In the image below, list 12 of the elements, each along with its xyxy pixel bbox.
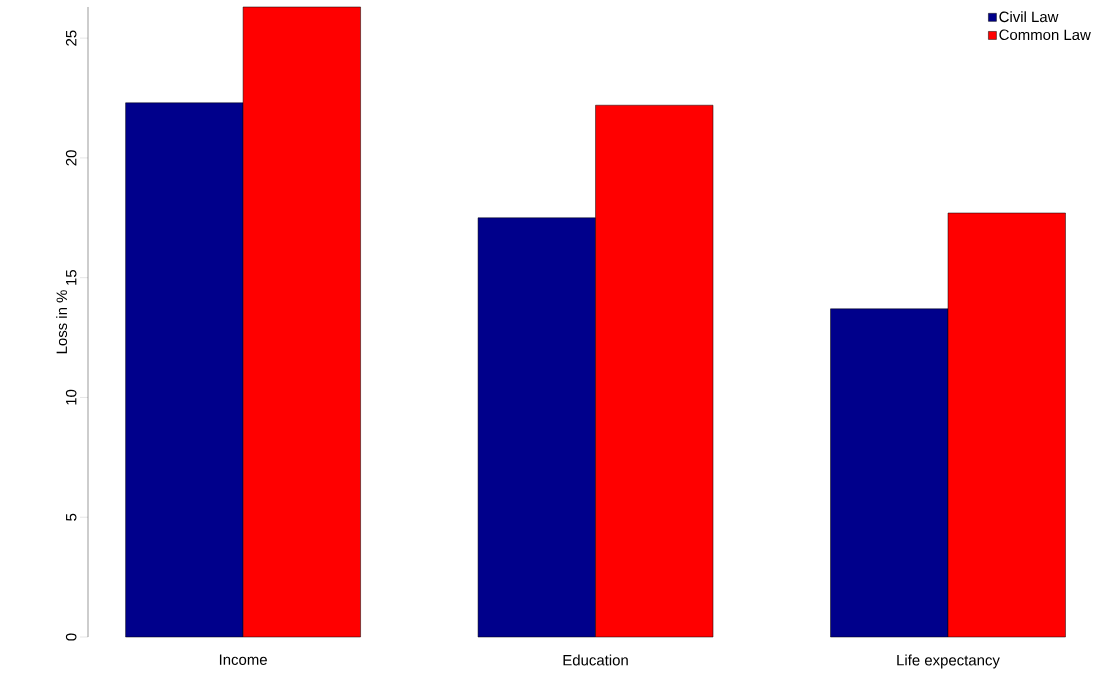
y-tick-label: 5 bbox=[66, 513, 77, 521]
y-tick-label: 15 bbox=[66, 270, 77, 285]
y-tick-label: 25 bbox=[65, 30, 77, 46]
legend-label: Common Law bbox=[999, 29, 1091, 41]
y-tick-label: 0 bbox=[65, 633, 77, 641]
legend-label: Civil Law bbox=[999, 11, 1059, 23]
x-tick-label: Income bbox=[219, 654, 267, 665]
y-axis-title: Loss in % bbox=[56, 290, 68, 354]
y-tick-label: 20 bbox=[65, 150, 77, 166]
x-tick-label: Life expectancy bbox=[897, 654, 1000, 669]
x-tick-label: Education bbox=[563, 654, 628, 666]
y-tick-label: 10 bbox=[65, 389, 77, 405]
